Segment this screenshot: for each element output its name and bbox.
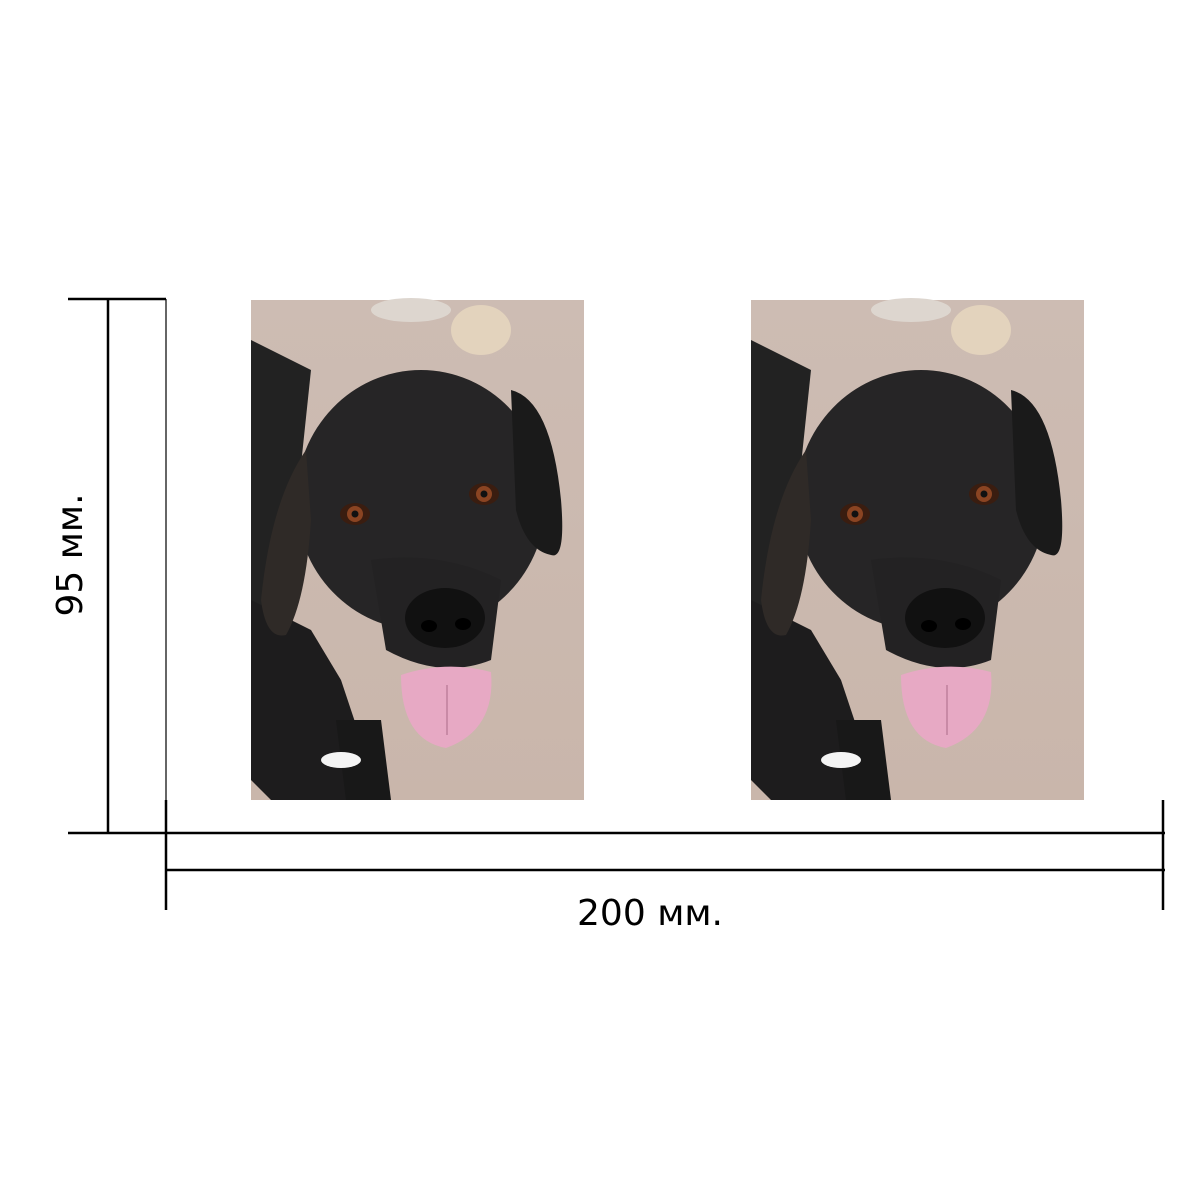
photo: [750, 297, 1085, 801]
height-label: 95 мм.: [50, 493, 91, 616]
width-label: 200 мм.: [577, 893, 723, 934]
photo: [250, 297, 585, 801]
